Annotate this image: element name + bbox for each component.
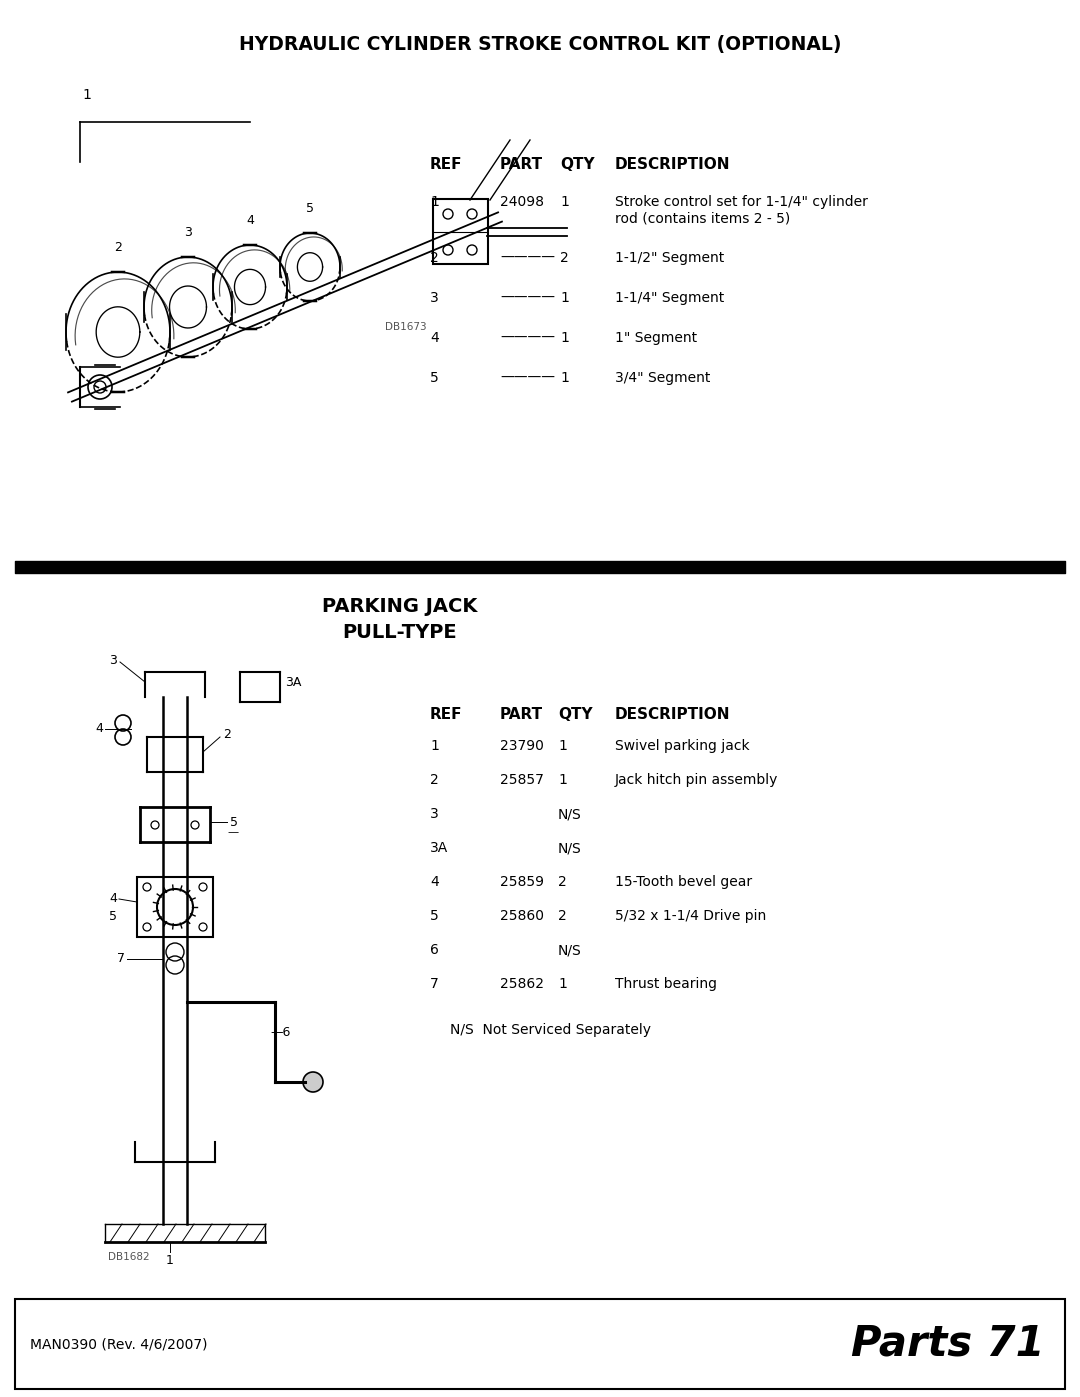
Text: 1: 1 bbox=[561, 331, 569, 345]
Text: 24098: 24098 bbox=[500, 196, 544, 210]
Text: QTY: QTY bbox=[561, 156, 595, 172]
Text: 4: 4 bbox=[109, 893, 117, 905]
Text: —6: —6 bbox=[270, 1025, 291, 1038]
Text: 7: 7 bbox=[430, 977, 438, 990]
Text: Parts 71: Parts 71 bbox=[851, 1323, 1045, 1365]
Text: 2: 2 bbox=[114, 242, 122, 254]
Text: Swivel parking jack: Swivel parking jack bbox=[615, 739, 750, 753]
Circle shape bbox=[303, 1071, 323, 1092]
Text: N/S: N/S bbox=[558, 807, 582, 821]
Text: 2: 2 bbox=[430, 251, 438, 265]
Text: 3A: 3A bbox=[285, 676, 301, 689]
Text: 3: 3 bbox=[109, 654, 117, 666]
Text: 23790: 23790 bbox=[500, 739, 544, 753]
Text: 2: 2 bbox=[558, 875, 567, 888]
Text: DESCRIPTION: DESCRIPTION bbox=[615, 707, 730, 722]
Bar bbox=[433, 198, 488, 264]
Text: 7: 7 bbox=[117, 953, 125, 965]
Text: 1-1/2" Segment: 1-1/2" Segment bbox=[615, 251, 725, 265]
Text: PULL-TYPE: PULL-TYPE bbox=[342, 623, 457, 643]
Text: 5: 5 bbox=[430, 909, 438, 923]
Text: 3: 3 bbox=[430, 807, 438, 821]
Text: 15-Tooth bevel gear: 15-Tooth bevel gear bbox=[615, 875, 752, 888]
Text: 5/32 x 1-1/4 Drive pin: 5/32 x 1-1/4 Drive pin bbox=[615, 909, 766, 923]
Text: 2: 2 bbox=[558, 909, 567, 923]
Text: —: — bbox=[227, 827, 238, 837]
Text: DB1682: DB1682 bbox=[108, 1252, 150, 1261]
Text: 5: 5 bbox=[306, 203, 314, 215]
Text: 4: 4 bbox=[430, 331, 438, 345]
Text: 5: 5 bbox=[109, 911, 117, 923]
Text: 1: 1 bbox=[561, 291, 569, 305]
Text: 1: 1 bbox=[561, 196, 569, 210]
Text: 1: 1 bbox=[558, 977, 567, 990]
Text: 2: 2 bbox=[561, 251, 569, 265]
Text: 1: 1 bbox=[558, 773, 567, 787]
Text: REF: REF bbox=[430, 156, 462, 172]
Text: 3A: 3A bbox=[430, 841, 448, 855]
Text: HYDRAULIC CYLINDER STROKE CONTROL KIT (OPTIONAL): HYDRAULIC CYLINDER STROKE CONTROL KIT (O… bbox=[239, 35, 841, 54]
Text: ————: ———— bbox=[500, 251, 555, 265]
Text: 25862: 25862 bbox=[500, 977, 544, 990]
Text: 4: 4 bbox=[95, 722, 103, 735]
Text: 1: 1 bbox=[166, 1255, 174, 1267]
Text: ————: ———— bbox=[500, 331, 555, 345]
Text: 1" Segment: 1" Segment bbox=[615, 331, 697, 345]
Text: DB1673: DB1673 bbox=[384, 321, 427, 332]
Text: 4: 4 bbox=[246, 214, 254, 226]
Text: PART: PART bbox=[500, 156, 543, 172]
Text: 25860: 25860 bbox=[500, 909, 544, 923]
Text: 3/4" Segment: 3/4" Segment bbox=[615, 372, 711, 386]
Text: REF: REF bbox=[430, 707, 462, 722]
Text: ————: ———— bbox=[500, 291, 555, 305]
Text: ————: ———— bbox=[500, 372, 555, 386]
Text: N/S: N/S bbox=[558, 943, 582, 957]
Text: 1: 1 bbox=[561, 372, 569, 386]
Text: 6: 6 bbox=[430, 943, 438, 957]
Text: 4: 4 bbox=[430, 875, 438, 888]
Text: Thrust bearing: Thrust bearing bbox=[615, 977, 717, 990]
Text: QTY: QTY bbox=[558, 707, 593, 722]
Text: 2: 2 bbox=[222, 728, 231, 742]
Text: N/S  Not Serviced Separately: N/S Not Serviced Separately bbox=[450, 1023, 651, 1037]
Text: 1: 1 bbox=[430, 196, 438, 210]
Bar bbox=[15, 1299, 1065, 1389]
Text: PART: PART bbox=[500, 707, 543, 722]
Text: 1: 1 bbox=[430, 739, 438, 753]
Text: Stroke control set for 1-1/4" cylinder
rod (contains items 2 - 5): Stroke control set for 1-1/4" cylinder r… bbox=[615, 196, 868, 225]
Text: 1: 1 bbox=[558, 739, 567, 753]
Text: 25857: 25857 bbox=[500, 773, 544, 787]
Text: 3: 3 bbox=[184, 226, 192, 239]
Text: 1: 1 bbox=[82, 88, 91, 102]
Text: N/S: N/S bbox=[558, 841, 582, 855]
Text: Jack hitch pin assembly: Jack hitch pin assembly bbox=[615, 773, 779, 787]
Text: 3: 3 bbox=[430, 291, 438, 305]
Bar bbox=[137, 877, 213, 937]
Text: 5: 5 bbox=[430, 372, 438, 386]
Text: MAN0390 (Rev. 4/6/2007): MAN0390 (Rev. 4/6/2007) bbox=[30, 1337, 207, 1351]
Text: 1-1/4" Segment: 1-1/4" Segment bbox=[615, 291, 725, 305]
Text: 2: 2 bbox=[430, 773, 438, 787]
Text: PARKING JACK: PARKING JACK bbox=[322, 597, 477, 616]
Text: 25859: 25859 bbox=[500, 875, 544, 888]
Text: DESCRIPTION: DESCRIPTION bbox=[615, 156, 730, 172]
Text: 5: 5 bbox=[230, 816, 238, 828]
